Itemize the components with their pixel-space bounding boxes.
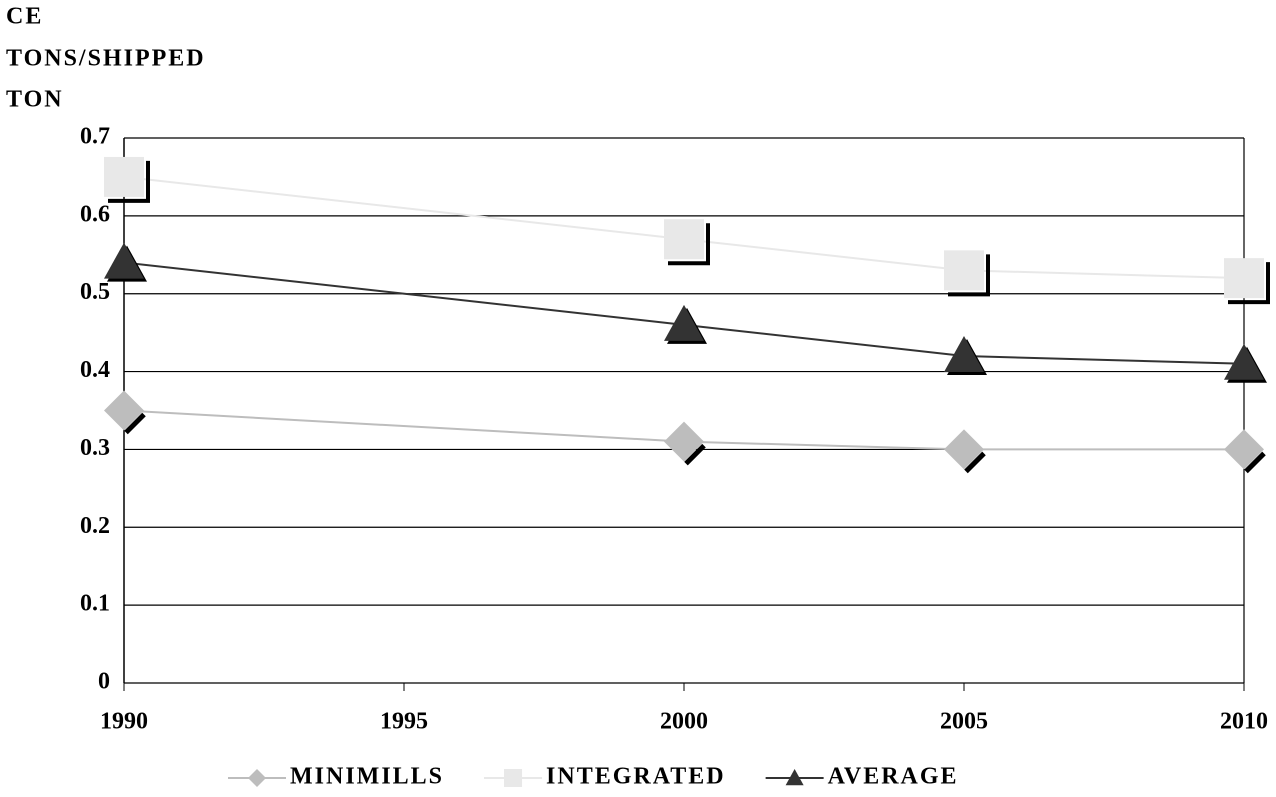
marker-shape — [104, 242, 144, 279]
y-tick-label: 0 — [98, 669, 110, 695]
marker-shadow — [124, 412, 146, 435]
marker-shape — [944, 429, 984, 470]
marker — [664, 304, 707, 344]
marker — [664, 421, 706, 466]
marker-shape — [1224, 343, 1264, 380]
marker-shape — [785, 769, 804, 786]
marker-shape — [664, 219, 704, 260]
marker — [785, 769, 804, 786]
x-tick-label: 1990 — [100, 709, 148, 735]
marker — [1224, 258, 1270, 305]
marker-shape — [104, 390, 144, 431]
legend-label: INTEGRATED — [546, 764, 726, 790]
marker — [944, 250, 990, 297]
x-tick-label: 2000 — [660, 709, 708, 735]
y-tick-label: 0.1 — [80, 591, 110, 617]
marker — [504, 769, 523, 787]
marker-shape — [1224, 258, 1264, 299]
y-axis-label: TON — [6, 87, 64, 113]
marker-shadow — [964, 451, 986, 474]
marker-shadow — [668, 223, 710, 266]
marker-shape — [664, 421, 704, 462]
marker-shape — [104, 156, 144, 197]
x-tick-label: 2010 — [1220, 709, 1268, 735]
series-line — [123, 175, 1245, 280]
marker — [664, 219, 710, 266]
marker-shadow — [108, 160, 150, 203]
marker-shape — [1224, 429, 1264, 470]
legend-label: MINIMILLS — [290, 764, 444, 790]
marker-shape — [944, 250, 984, 291]
y-axis-label: CE — [6, 4, 43, 30]
y-tick-label: 0.2 — [80, 513, 110, 539]
marker-shadow — [1228, 262, 1270, 305]
x-tick-label: 2005 — [940, 709, 988, 735]
marker — [1224, 343, 1267, 383]
y-tick-label: 0.3 — [80, 435, 110, 461]
marker — [104, 156, 150, 203]
marker — [248, 769, 266, 787]
legend-label: AVERAGE — [828, 764, 959, 790]
marker-shape — [944, 336, 984, 372]
marker — [104, 242, 147, 282]
series-line — [123, 409, 1244, 451]
marker-shadow — [1244, 451, 1266, 474]
y-tick-label: 0.6 — [80, 201, 110, 227]
x-tick-label: 1995 — [380, 709, 428, 735]
series-line — [123, 261, 1245, 365]
marker-shape — [504, 769, 523, 787]
marker-shadow — [684, 443, 706, 466]
y-axis-label: TONS/SHIPPED — [6, 46, 206, 72]
marker — [944, 429, 986, 474]
marker-shadow — [948, 254, 990, 297]
marker — [1224, 429, 1266, 474]
marker-shape — [248, 769, 266, 787]
y-tick-label: 0.5 — [80, 279, 110, 305]
y-tick-label: 0.4 — [80, 357, 110, 383]
marker-shape — [664, 304, 704, 341]
marker — [944, 336, 987, 375]
y-tick-label: 0.7 — [80, 124, 110, 150]
marker — [104, 390, 146, 435]
